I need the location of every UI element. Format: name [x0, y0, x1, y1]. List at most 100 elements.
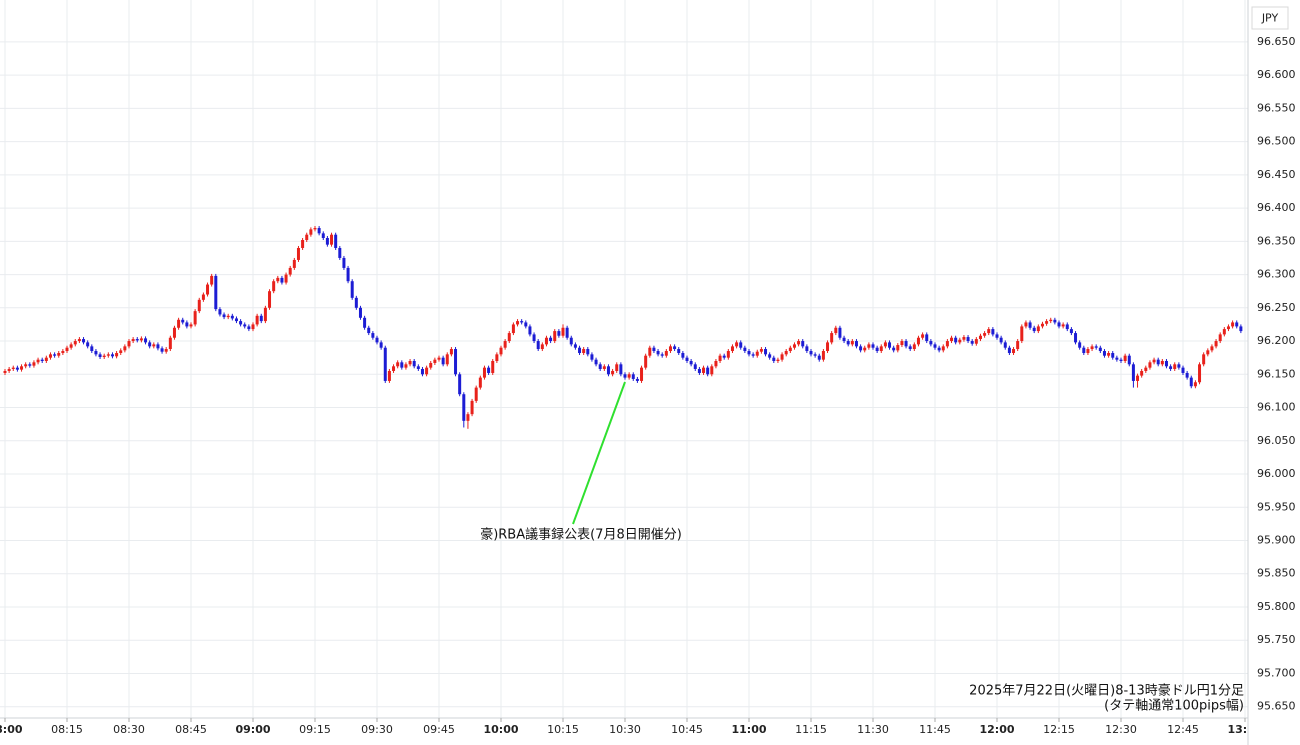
- candle-body: [673, 346, 677, 350]
- candle-body: [90, 346, 94, 352]
- candle-body: [598, 364, 602, 369]
- candle-body: [735, 342, 739, 347]
- x-tick-label: 11:15: [795, 723, 827, 736]
- price-axis-panel: [1248, 0, 1300, 745]
- candle-body: [1098, 347, 1102, 352]
- candle-body: [697, 368, 701, 373]
- candle-body: [222, 314, 226, 318]
- candle-body: [681, 353, 685, 358]
- candle-body: [61, 351, 65, 354]
- candle-body: [1057, 322, 1061, 327]
- candle-body: [1074, 333, 1078, 343]
- candle-body: [826, 342, 830, 352]
- candle-body: [693, 364, 697, 369]
- candle-body: [846, 341, 850, 345]
- candle-body: [1032, 327, 1036, 332]
- candle-body: [115, 353, 119, 357]
- candle-body: [759, 349, 763, 352]
- candle-body: [611, 370, 615, 375]
- candle-body: [730, 346, 734, 352]
- candle-body: [288, 267, 292, 275]
- candle-body: [1028, 322, 1032, 328]
- candle-body: [420, 368, 424, 375]
- candle-body: [954, 337, 958, 343]
- candle-body: [830, 333, 834, 343]
- candle-body: [1164, 360, 1168, 367]
- candle-body: [578, 347, 582, 354]
- candle-body: [144, 338, 148, 343]
- candle-body: [325, 238, 329, 245]
- candle-body: [1065, 324, 1069, 330]
- x-tick-label: 11:00: [731, 723, 766, 736]
- candle-body: [321, 233, 325, 239]
- candle-body: [354, 297, 358, 308]
- candle-body: [987, 329, 991, 334]
- candle-body: [127, 341, 131, 347]
- candle-body: [234, 318, 238, 322]
- candle-body: [32, 362, 36, 366]
- x-tick-label: 10:30: [609, 723, 641, 736]
- x-tick-label: 12:45: [1167, 723, 1199, 736]
- candle-body: [999, 337, 1003, 343]
- candle-body: [859, 346, 863, 351]
- candle-body: [387, 370, 391, 381]
- candle-body: [1086, 349, 1090, 354]
- candle-body: [383, 347, 387, 381]
- candle-body: [557, 331, 561, 336]
- y-axis: 95.650 95.700 95.750 95.800 95.850 95.900 95.9…: [1257, 35, 1296, 713]
- candle-body: [251, 324, 255, 330]
- candle-body: [838, 327, 842, 338]
- candle-body: [892, 347, 896, 351]
- candle-body: [24, 364, 28, 367]
- candle-body: [1235, 322, 1239, 327]
- y-tick-label: 96.400: [1257, 201, 1296, 214]
- candle-body: [177, 319, 181, 328]
- candle-body: [172, 327, 176, 338]
- x-tick-label: 08:00: [0, 723, 23, 736]
- candle-body: [809, 351, 813, 355]
- candle-body: [516, 321, 520, 325]
- candle-body: [1115, 357, 1119, 360]
- candle-body: [197, 299, 201, 312]
- candle-body: [1160, 360, 1164, 365]
- candle-body: [549, 337, 553, 342]
- y-tick-label: 96.100: [1257, 401, 1296, 414]
- y-tick-label: 96.000: [1257, 467, 1296, 480]
- candle-body: [718, 355, 722, 361]
- candle-body: [98, 354, 102, 358]
- candle-body: [363, 317, 367, 328]
- candle-body: [1239, 326, 1243, 332]
- candle-body: [1136, 375, 1140, 381]
- candle-body: [507, 333, 511, 342]
- candle-body: [1102, 351, 1106, 356]
- candle-body: [660, 354, 664, 356]
- candle-body: [900, 341, 904, 346]
- candle-body: [1003, 342, 1007, 348]
- x-tick-label: 12:00: [979, 723, 1014, 736]
- candle-body: [1231, 322, 1235, 327]
- candle-body: [867, 344, 871, 348]
- candle-body: [842, 337, 846, 342]
- candle-body: [854, 341, 858, 347]
- candle-body: [346, 267, 350, 282]
- candle-body: [764, 349, 768, 355]
- y-tick-label: 96.450: [1257, 168, 1296, 181]
- candle-body: [995, 334, 999, 338]
- candle-body: [652, 347, 656, 352]
- candle-body: [983, 333, 987, 336]
- candle-body: [396, 362, 400, 367]
- candle-body: [379, 342, 383, 348]
- y-tick-label: 95.950: [1257, 500, 1296, 513]
- candle-body: [1053, 319, 1057, 323]
- candle-body: [1024, 322, 1028, 327]
- candle-body: [958, 339, 962, 343]
- y-tick-label: 96.300: [1257, 268, 1296, 281]
- candle-body: [751, 354, 755, 356]
- candle-body: [801, 341, 805, 347]
- candle-body: [284, 274, 288, 283]
- y-tick-label: 95.650: [1257, 700, 1296, 713]
- caption: 2025年7月22日(火曜日)8-13時豪ドル円1分足: [969, 683, 1244, 699]
- candle-body: [309, 229, 313, 235]
- candle-body: [747, 351, 751, 355]
